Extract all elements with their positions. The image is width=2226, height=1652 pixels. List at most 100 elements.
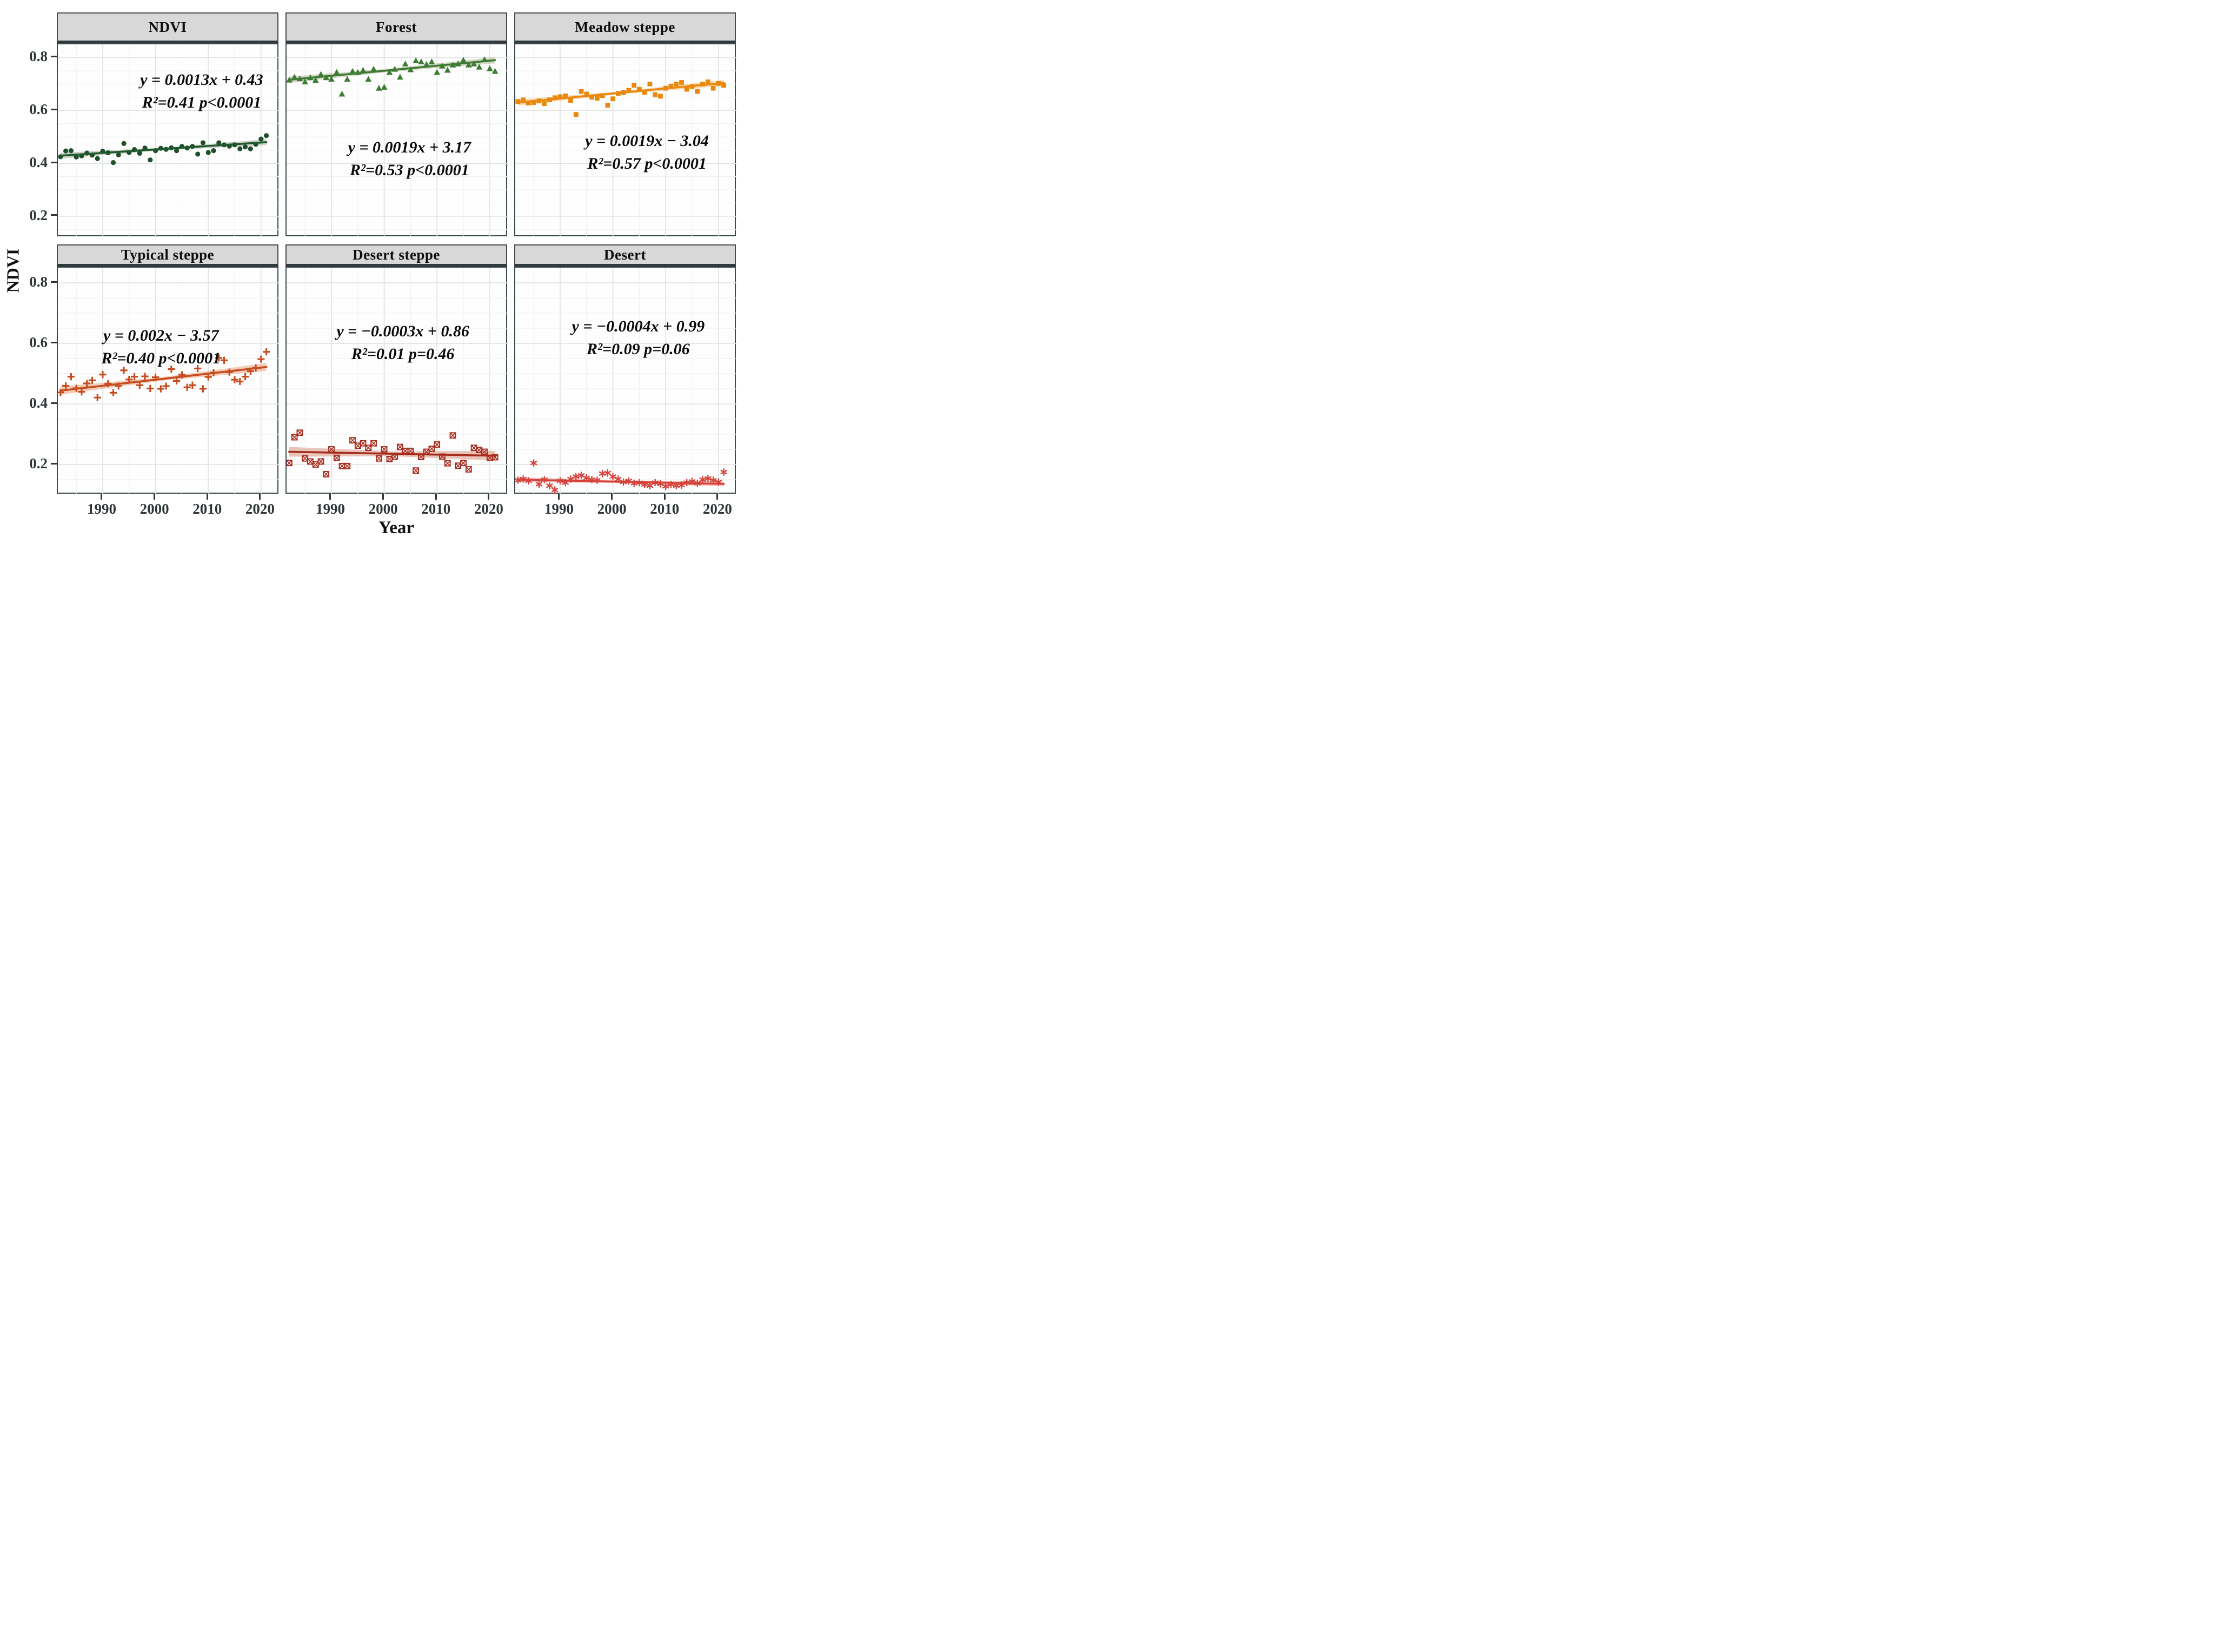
data-point [74, 154, 79, 160]
data-point-cross [460, 460, 467, 466]
data-point [194, 364, 202, 373]
data-point [242, 144, 248, 150]
regression-equation: y = 0.002x − 3.57 R²=0.40 p<0.0001 [101, 324, 221, 370]
data-point [552, 95, 557, 101]
y-tick-mark [51, 462, 57, 465]
regression-equation: y = 0.0019x − 3.04 R²=0.57 p<0.0001 [585, 130, 709, 175]
data-point [413, 57, 420, 63]
x-tick-label: 2010 [421, 501, 451, 517]
data-point [573, 473, 580, 481]
y-tick-label: 0.4 [29, 395, 48, 411]
data-point [632, 83, 637, 88]
data-point-cross [313, 461, 319, 468]
data-point [365, 444, 372, 452]
data-point [211, 148, 216, 154]
data-point [381, 84, 388, 90]
y-tick-label: 0.6 [29, 334, 48, 350]
data-point [141, 373, 149, 380]
data-point-cross [307, 458, 314, 465]
data-point [195, 151, 201, 157]
data-point [647, 81, 653, 87]
data-point [381, 446, 388, 453]
data-point [563, 93, 568, 98]
data-point [589, 95, 594, 100]
x-tick-label: 2020 [702, 501, 732, 517]
data-point-cross [407, 448, 414, 454]
data-point [646, 482, 654, 490]
y-tick-mark [51, 341, 57, 343]
data-point [444, 67, 451, 73]
x-axis-label: Year [378, 518, 414, 538]
data-point [258, 136, 264, 142]
equation-line: R²=0.01 p=0.46 [351, 344, 455, 363]
gridlines [515, 268, 737, 495]
data-point [709, 476, 717, 485]
data-point [418, 58, 424, 64]
data-point [542, 101, 547, 106]
data-point [323, 471, 330, 477]
data-point [121, 141, 127, 146]
trend-line [517, 82, 725, 104]
data-point [465, 466, 472, 473]
y-tick-mark [51, 402, 57, 404]
data-point [679, 80, 684, 85]
x-tick-mark [558, 494, 560, 500]
equation-line: y = −0.0003x + 0.86 [336, 322, 470, 340]
data-point [88, 376, 96, 384]
data-point [262, 348, 270, 356]
data-point [375, 84, 382, 91]
data-point [287, 460, 293, 467]
data-point-cross [428, 446, 435, 452]
data-point [148, 157, 153, 163]
data-point-cross [386, 456, 393, 462]
data-point [434, 69, 441, 75]
y-tick-mark [51, 161, 57, 163]
data-point [236, 377, 244, 386]
data-point [296, 429, 303, 436]
equation-line: y = 0.0013x + 0.43 [140, 71, 263, 89]
facet-strip: Desert steppe [285, 244, 507, 267]
data-point [604, 469, 612, 477]
y-tick-mark [51, 214, 57, 216]
data-point-cross [476, 447, 482, 453]
data-point-cross [370, 440, 377, 447]
data-point [183, 383, 191, 391]
data-point-cross [344, 463, 350, 469]
data-point-cross [376, 455, 382, 462]
data-point [370, 65, 377, 72]
data-point [662, 482, 669, 490]
data-point [396, 74, 403, 80]
plot-svg [515, 268, 737, 495]
data-point [610, 96, 615, 102]
gridlines [515, 44, 737, 237]
data-point [344, 76, 351, 82]
facet-strip: Meadow steppe [514, 12, 736, 43]
data-point [99, 371, 107, 379]
data-point [317, 458, 324, 465]
data-point [174, 148, 180, 154]
data-point [241, 373, 249, 381]
data-point-cross [455, 462, 461, 469]
data-point [699, 476, 706, 483]
data-point [312, 77, 319, 83]
data-point-cross [323, 471, 329, 477]
data-point [205, 150, 211, 155]
data-point-cross [381, 446, 388, 453]
data-point-cross [413, 467, 419, 474]
equation-line: y = 0.0019x + 3.17 [348, 138, 471, 156]
data-point-cross [339, 463, 345, 469]
data-point-cross [402, 448, 409, 454]
data-point [360, 440, 367, 447]
data-point [67, 373, 75, 381]
data-point [637, 87, 642, 92]
data-point [375, 455, 382, 462]
data-point-cross [466, 466, 472, 473]
data-point [568, 98, 573, 103]
data-point [189, 381, 196, 389]
data-point [460, 460, 467, 467]
data-point [216, 140, 222, 145]
facet-strip-title: Typical steppe [121, 246, 215, 263]
data-point [62, 382, 70, 389]
data-point [200, 140, 206, 145]
data-point [546, 482, 553, 490]
